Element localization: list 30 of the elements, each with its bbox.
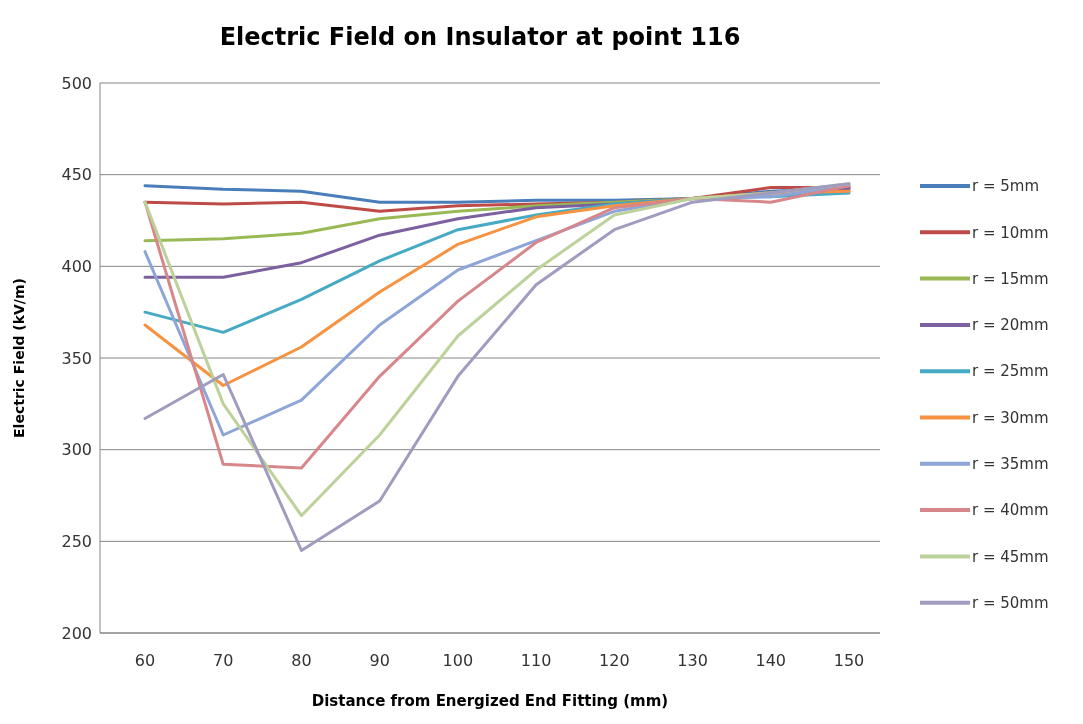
legend-label: r = 50mm bbox=[972, 593, 1049, 612]
y-tick-label: 450 bbox=[61, 165, 92, 185]
x-tick-label: 70 bbox=[213, 651, 234, 670]
x-tick-label: 130 bbox=[677, 651, 708, 670]
x-tick-label: 80 bbox=[291, 651, 312, 670]
x-tick-label: 150 bbox=[833, 651, 865, 670]
legend-label: r = 40mm bbox=[972, 501, 1049, 520]
legend-label: r = 30mm bbox=[972, 408, 1049, 427]
legend-label: r = 25mm bbox=[972, 362, 1049, 381]
chart-title: Electric Field on Insulator at point 116 bbox=[219, 23, 741, 51]
legend-label: r = 35mm bbox=[972, 455, 1049, 474]
x-axis-title: Distance from Energized End Fitting (mm) bbox=[311, 692, 669, 710]
x-tick-label: 60 bbox=[134, 651, 156, 670]
x-tick-label: 100 bbox=[442, 651, 474, 670]
x-tick-label: 120 bbox=[599, 651, 630, 670]
y-axis-title: Electric Field (kV/m) bbox=[11, 278, 27, 438]
legend-label: r = 10mm bbox=[972, 223, 1049, 242]
legend-label: r = 5mm bbox=[972, 177, 1040, 196]
legend-label: r = 20mm bbox=[972, 316, 1049, 335]
x-tick-label: 140 bbox=[755, 651, 787, 670]
y-tick-label: 200 bbox=[61, 623, 92, 643]
y-tick-label: 250 bbox=[61, 531, 92, 551]
y-tick-label: 500 bbox=[61, 73, 92, 93]
x-tick-label: 90 bbox=[369, 651, 390, 670]
x-tick-label: 110 bbox=[520, 651, 552, 670]
legend-label: r = 15mm bbox=[972, 269, 1049, 288]
legend-label: r = 45mm bbox=[972, 547, 1049, 566]
y-tick-label: 350 bbox=[61, 348, 92, 368]
y-tick-label: 400 bbox=[61, 256, 92, 276]
y-tick-label: 300 bbox=[61, 440, 92, 460]
